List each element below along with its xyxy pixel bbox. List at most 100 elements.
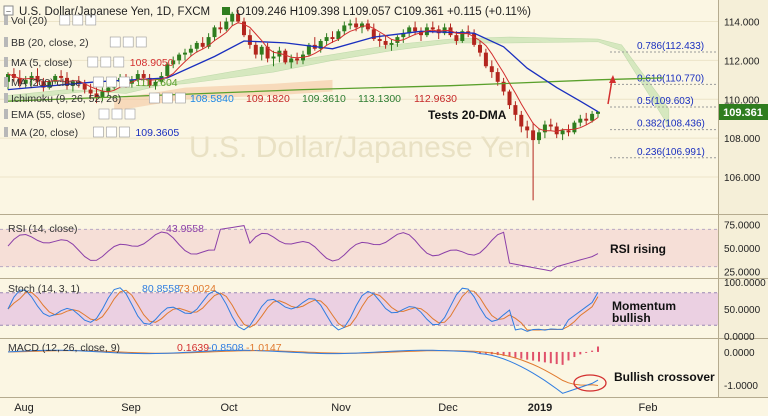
candle-body: [272, 57, 276, 59]
stoch-tick-0: 100.0000: [724, 278, 766, 289]
macd-histogram-bar: [573, 352, 575, 357]
close-icon: [136, 37, 146, 47]
legend-label-4: Ichimoku (9, 26, 52, 26): [11, 93, 121, 105]
legend-handle-2: [4, 57, 8, 67]
candle-body: [413, 27, 417, 31]
candle-body: [218, 27, 222, 29]
candle-body: [555, 126, 559, 134]
fib-label-3: 0.382(108.436): [637, 119, 705, 130]
close-icon: [175, 93, 185, 103]
legend-handle-5: [4, 109, 8, 119]
ohlc-readout: O109.246 H109.398 L109.057 C109.361 +0.1…: [236, 6, 531, 18]
macd-histogram-bar: [579, 352, 581, 354]
candle-body: [519, 115, 523, 127]
ichimoku-value-1: 109.1820: [246, 93, 290, 105]
macd-histogram-bar: [520, 352, 522, 359]
x-tick-label-0: Aug: [14, 402, 34, 414]
candle-body: [342, 25, 346, 31]
candle-body: [567, 130, 571, 132]
macd-histogram-bar: [562, 352, 564, 365]
symbol-title: U.S. Dollar/Japanese Yen, 1D, FXCM: [19, 6, 210, 18]
candle-body: [224, 22, 228, 30]
candle-body: [578, 119, 582, 123]
candle-body: [331, 37, 335, 39]
current-price-badge: 109.361: [719, 104, 768, 120]
rsi-tick-1: 50.0000: [724, 244, 761, 255]
legend-value-2: 108.9050: [130, 57, 174, 69]
settings-icon: [106, 127, 116, 137]
legend-label-6: MA (20, close): [11, 127, 78, 139]
candle-body: [508, 92, 512, 106]
legend-handle-1: [4, 37, 8, 47]
candle-body: [454, 35, 458, 41]
stoch-tick-1: 50.0000: [724, 305, 761, 316]
x-tick-label-2: Oct: [220, 402, 237, 414]
ichimoku-value-3: 113.1300: [358, 93, 401, 105]
ichimoku-value-2: 109.3610: [302, 93, 346, 105]
visibility-icon: [88, 57, 98, 67]
x-tick-label-3: Nov: [331, 402, 351, 414]
macd-histogram-bar: [550, 352, 552, 363]
candle-body: [395, 37, 399, 43]
candle-body: [496, 72, 500, 82]
candle-body: [283, 51, 287, 63]
stoch-legend-k: 80.8558: [142, 283, 180, 295]
candle-body: [572, 123, 576, 133]
ichimoku-value-4: 112.9630: [414, 93, 457, 105]
close-icon: [119, 77, 129, 87]
candle-body: [484, 53, 488, 67]
macd-tick-0: 0.0000: [724, 348, 755, 359]
visibility-icon: [93, 77, 103, 87]
macd-histogram-bar: [568, 352, 570, 361]
y-tick-label-4: 106.000: [724, 173, 761, 184]
candle-body: [213, 27, 217, 37]
macd-legend-signal: -1.0147: [246, 342, 282, 354]
annotation-momentum-line2: bullish: [612, 311, 651, 325]
legend-label-5: EMA (55, close): [11, 109, 85, 121]
candle-body: [531, 130, 535, 140]
header-title-row: – U.S. Dollar/Japanese Yen, 1D, FXCM O10…: [4, 6, 531, 18]
y-tick-label-1: 112.000: [724, 56, 760, 67]
fib-label-2: 0.5(109.603): [637, 96, 694, 107]
macd-histogram-bar: [538, 352, 540, 362]
legend-label-3: MA (200) close: [11, 77, 81, 89]
stoch-tick-2: 0.0000: [724, 332, 755, 343]
current-price-label: 109.361: [723, 107, 763, 119]
rsi-tick-2: 25.0000: [724, 267, 761, 278]
candle-body: [325, 37, 329, 41]
visibility-icon: [110, 37, 120, 47]
live-status-icon: [222, 7, 230, 15]
rsi-legend-value: 43.9558: [166, 223, 204, 235]
macd-histogram-bar: [544, 352, 546, 362]
macd-histogram-bar: [591, 351, 593, 352]
candle-body: [289, 58, 293, 62]
annotation-bullish-crossover: Bullish crossover: [614, 370, 715, 384]
settings-icon: [123, 37, 133, 47]
watermark: U.S. Dollar/Japanese Yen: [189, 131, 531, 164]
candle-body: [378, 39, 382, 41]
y-tick-label-3: 108.000: [724, 134, 761, 145]
legend-value-3: 111.7604: [135, 77, 177, 89]
candle-body: [260, 47, 264, 55]
y-tick-label-0: 114.000: [724, 18, 760, 29]
legend-handle-4: [4, 93, 8, 103]
candle-body: [431, 27, 435, 29]
candle-body: [390, 43, 394, 45]
settings-icon: [106, 77, 116, 87]
legend-value-6: 109.3605: [135, 127, 179, 139]
candle-body: [354, 23, 358, 27]
close-icon: [119, 127, 129, 137]
visibility-icon: [149, 93, 159, 103]
rsi-tick-0: 75.0000: [724, 221, 761, 232]
candle-body: [295, 58, 299, 60]
macd-histogram-bar: [585, 352, 587, 353]
legend-handle-6: [4, 127, 8, 137]
close-icon: [114, 57, 124, 67]
candle-body: [177, 55, 181, 61]
visibility-icon: [93, 127, 103, 137]
x-tick-label-4: Dec: [438, 402, 458, 414]
ichimoku-value-0: 108.5840: [190, 93, 234, 105]
x-tick-label-1: Sep: [121, 402, 141, 414]
legend-label-1: BB (20, close, 2): [11, 37, 89, 49]
x-tick-label-5: 2019: [528, 402, 552, 414]
